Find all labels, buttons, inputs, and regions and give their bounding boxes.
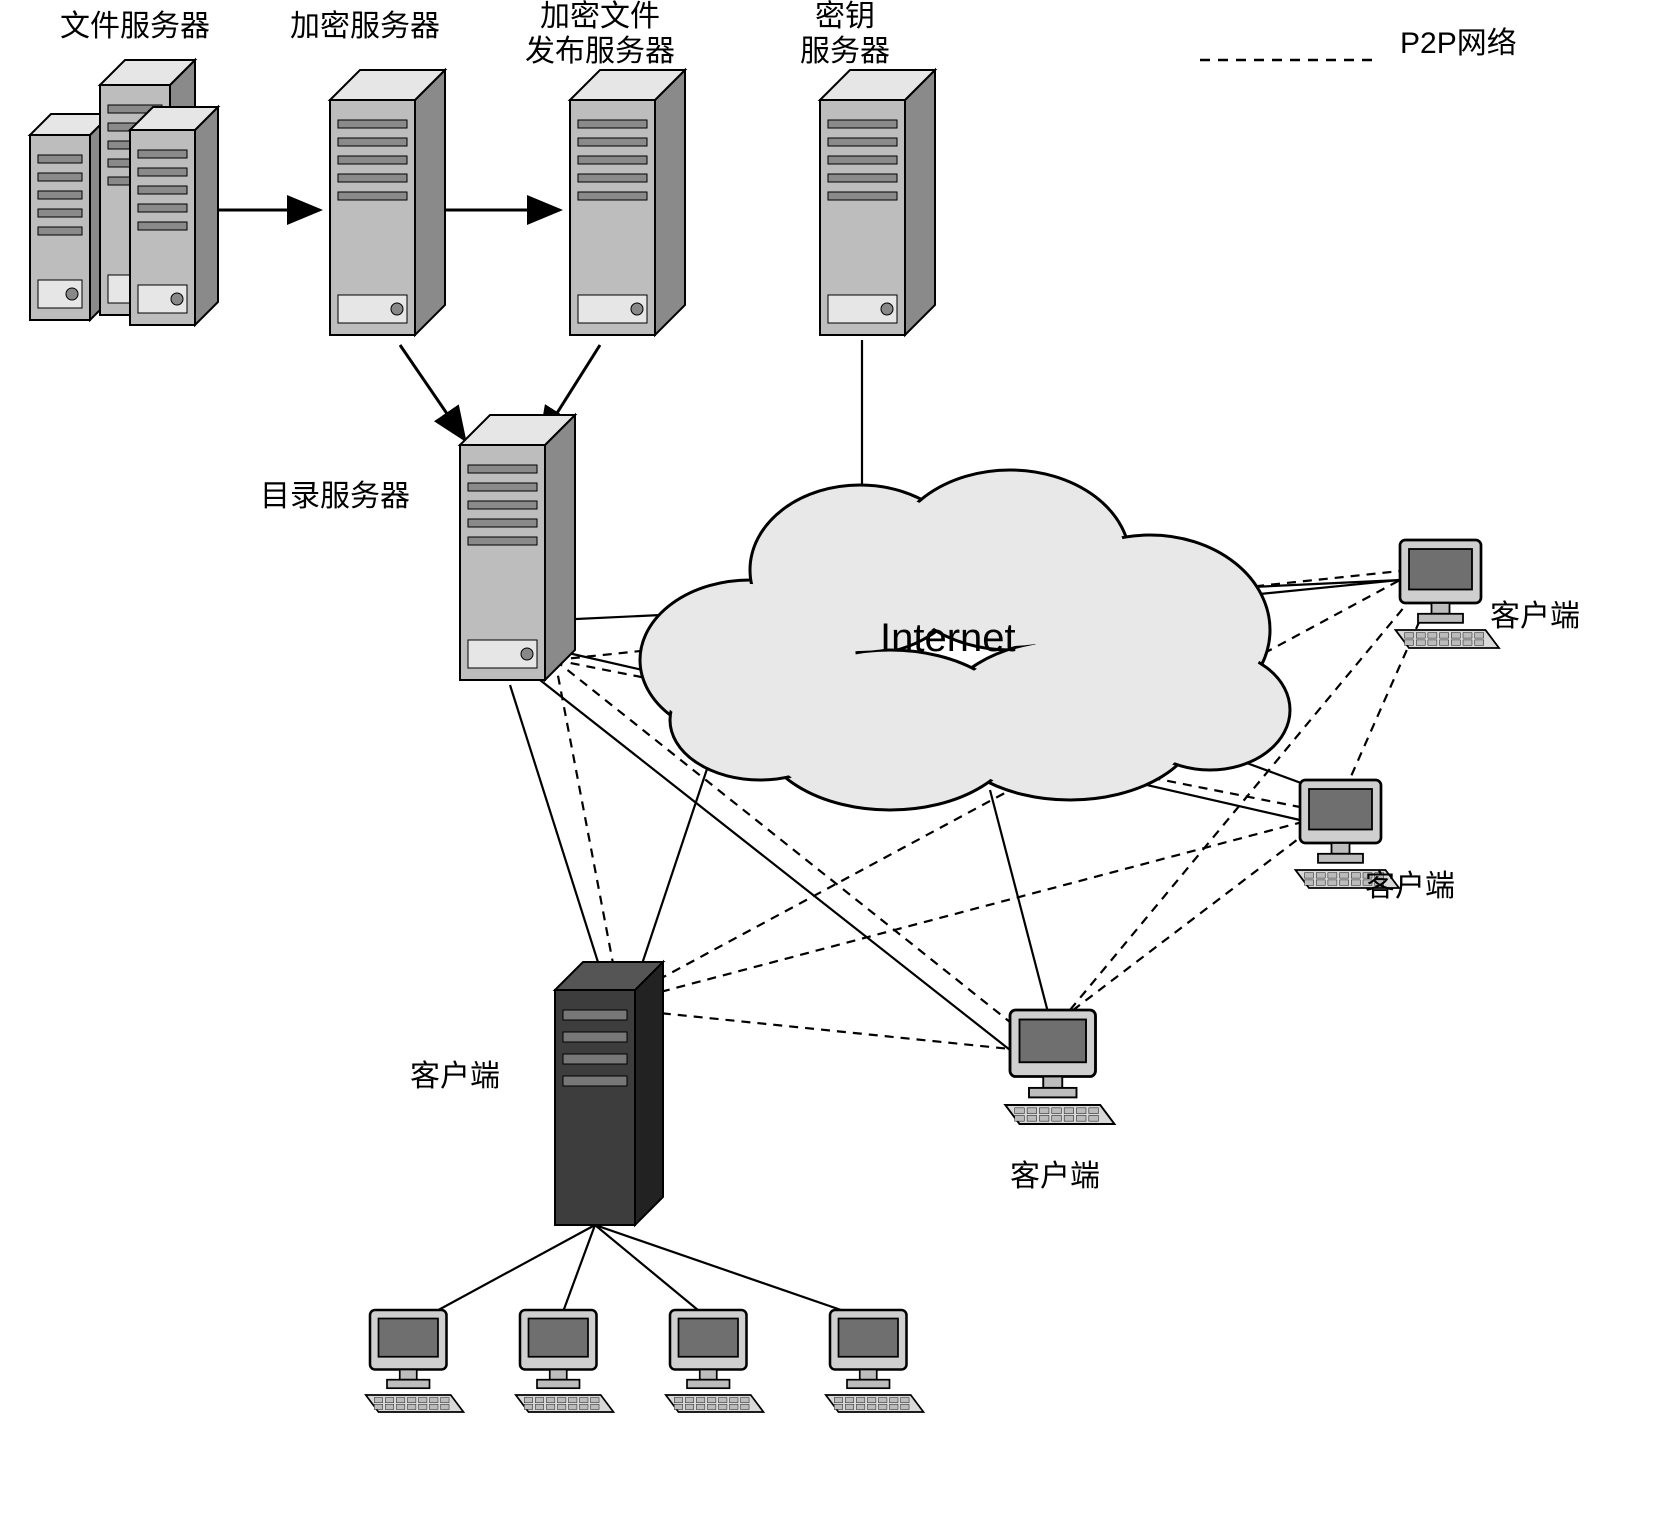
connection-solid bbox=[420, 1225, 595, 1320]
connection-p2p bbox=[555, 660, 1020, 1030]
connection-p2p bbox=[1070, 600, 1410, 1010]
flow-arrow bbox=[540, 345, 600, 440]
connection-p2p bbox=[1060, 830, 1310, 1020]
client-c_b4 bbox=[826, 1310, 924, 1412]
client-c_bm bbox=[1005, 1010, 1114, 1124]
server-file-3 bbox=[130, 107, 218, 325]
flow-arrow bbox=[400, 345, 465, 440]
server-gateway bbox=[555, 962, 663, 1225]
server-file-1 bbox=[30, 114, 111, 320]
connection-solid bbox=[540, 680, 1010, 1050]
connection-solid bbox=[560, 1225, 595, 1320]
label-internet: Internet bbox=[880, 615, 1016, 661]
connection-solid bbox=[630, 730, 720, 1000]
label-pub-server: 加密文件 发布服务器 bbox=[525, 0, 675, 69]
connection-p2p bbox=[555, 660, 1315, 810]
connection-solid bbox=[555, 650, 1300, 820]
label-enc-server: 加密服务器 bbox=[290, 10, 440, 45]
server-encryption bbox=[330, 70, 445, 335]
connection-solid bbox=[1130, 720, 1320, 790]
server-publish bbox=[570, 70, 685, 335]
label-client-r1: 客户端 bbox=[1490, 600, 1580, 635]
label-client-r2: 客户端 bbox=[1365, 870, 1455, 905]
client-c_b2 bbox=[516, 1310, 614, 1412]
connection-p2p bbox=[1345, 620, 1420, 790]
label-client-bl: 客户端 bbox=[410, 1060, 500, 1095]
server-directory bbox=[460, 415, 575, 680]
label-client-bm: 客户端 bbox=[1010, 1160, 1100, 1195]
connection-solid bbox=[595, 1225, 710, 1320]
label-file-server: 文件服务器 bbox=[60, 10, 210, 45]
connection-p2p bbox=[630, 820, 1310, 1000]
server-key bbox=[820, 70, 935, 335]
connection-solid bbox=[1200, 580, 1400, 600]
connection-solid bbox=[555, 580, 1400, 620]
label-key-server: 密钥 服务器 bbox=[800, 0, 890, 69]
client-c_b3 bbox=[666, 1310, 764, 1412]
connection-solid bbox=[595, 1225, 870, 1320]
connection-solid bbox=[990, 790, 1050, 1020]
connection-p2p bbox=[630, 1010, 1020, 1050]
connection-solid bbox=[510, 685, 610, 1000]
server-file-2 bbox=[100, 60, 195, 315]
connection-p2p bbox=[555, 660, 620, 1000]
client-c_b1 bbox=[366, 1310, 464, 1412]
label-dir-server: 目录服务器 bbox=[260, 480, 410, 515]
legend-label: P2P网络 bbox=[1400, 27, 1517, 62]
client-c_r1 bbox=[1396, 540, 1500, 648]
